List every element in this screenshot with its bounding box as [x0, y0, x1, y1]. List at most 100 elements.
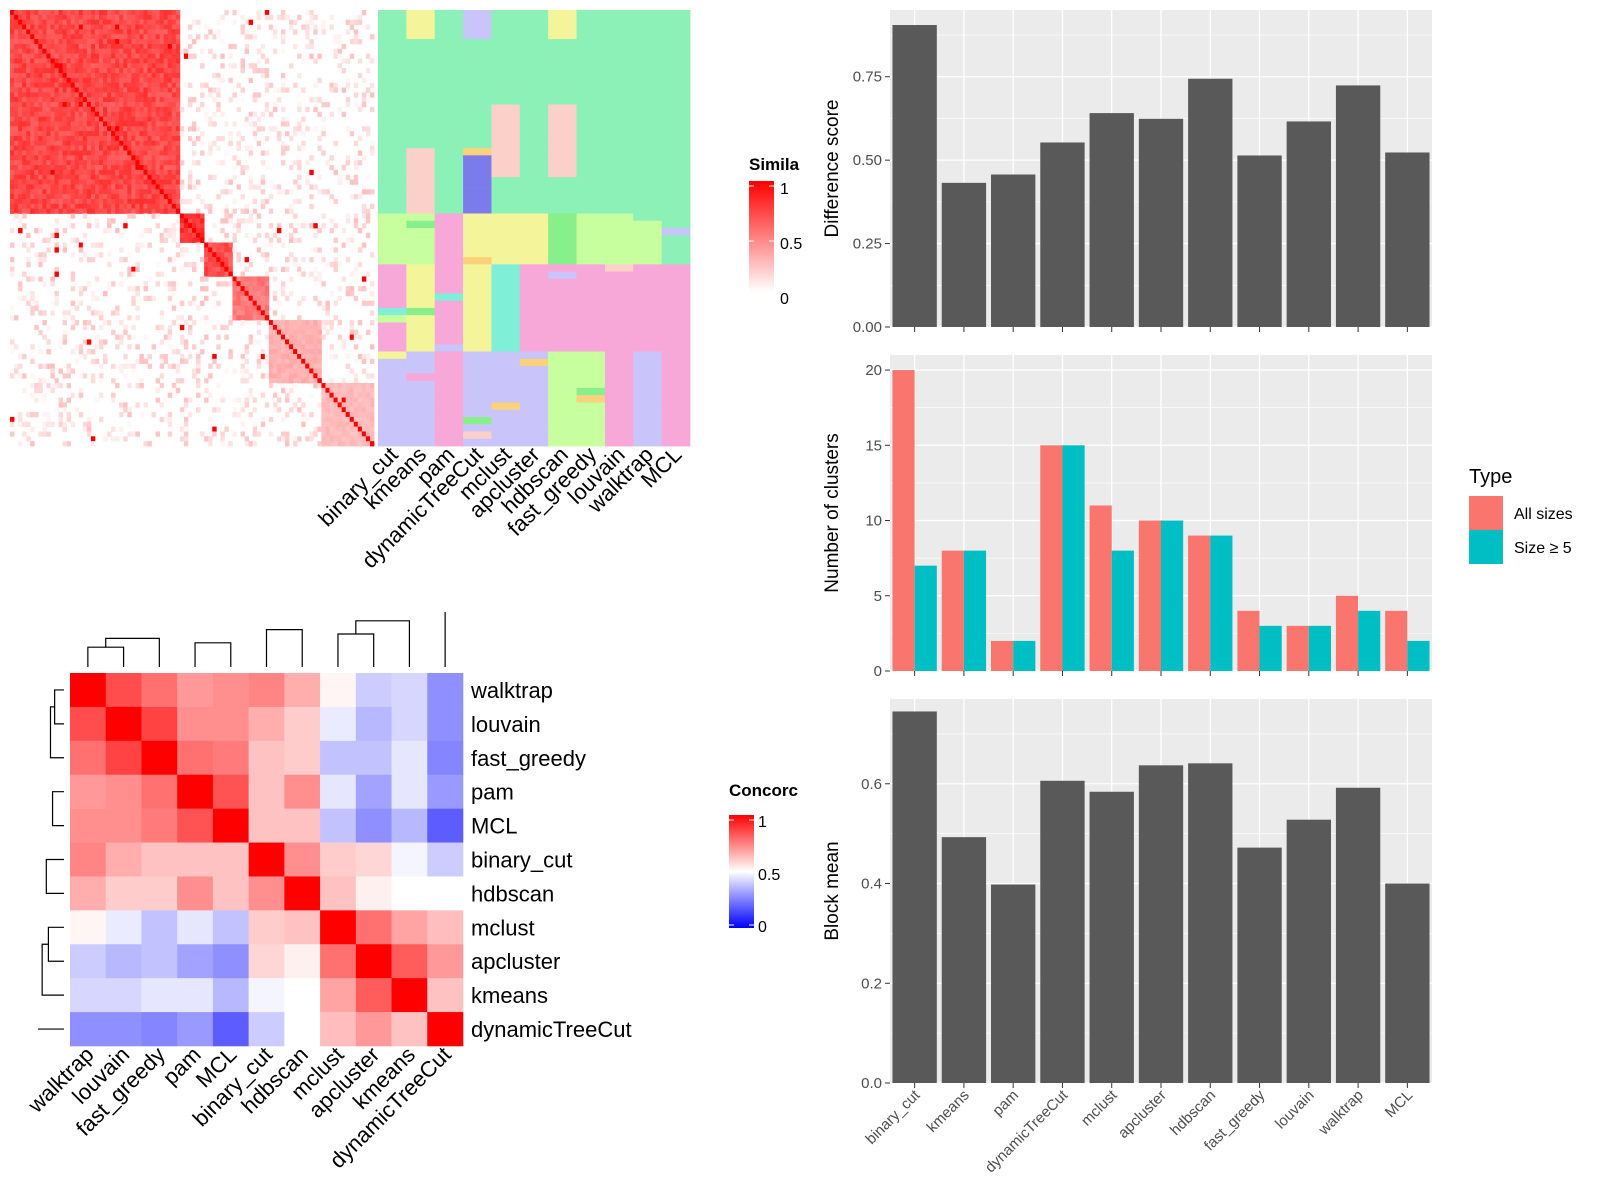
similarity-cell: [50, 48, 55, 54]
similarity-cell: [135, 150, 140, 156]
similarity-cell: [10, 111, 15, 117]
similarity-cell: [123, 353, 128, 360]
cluster-assignment-cell: [661, 380, 691, 389]
similarity-cell: [187, 102, 193, 108]
similarity-cell: [94, 242, 100, 248]
similarity-cell: [78, 34, 84, 40]
similarity-cell: [30, 19, 35, 25]
similarity-cell: [98, 310, 104, 316]
similarity-cell: [74, 160, 80, 166]
similarity-cell: [369, 431, 375, 437]
similarity-cell: [74, 77, 80, 84]
similarity-cell: [163, 237, 169, 243]
cluster-assignment-cell: [548, 235, 577, 243]
cluster-assignment-cell: [378, 82, 407, 91]
similarity-cell: [365, 300, 371, 306]
similarity-cell: [361, 431, 367, 437]
cluster-assignment-cell: [378, 257, 407, 265]
similarity-cell: [38, 252, 43, 258]
cluster-assignment-cell: [378, 278, 407, 287]
similarity-cell: [42, 310, 47, 316]
similarity-cell: [42, 174, 47, 180]
similarity-cell: [26, 29, 31, 35]
similarity-cell: [143, 68, 148, 74]
cluster-assignment-cell: [661, 409, 691, 418]
similarity-cell: [74, 92, 80, 98]
similarity-cell: [345, 218, 351, 224]
similarity-cell: [82, 373, 88, 379]
similarity-cell: [171, 126, 177, 132]
similarity-cell: [123, 184, 128, 190]
similarity-cell: [34, 135, 39, 142]
similarity-cell: [143, 145, 148, 151]
similarity-cell: [325, 261, 330, 268]
similarity-cell: [58, 58, 63, 64]
similarity-cell: [38, 179, 43, 185]
similarity-cell: [115, 184, 120, 190]
similarity-cell: [321, 407, 326, 413]
similarity-cell: [280, 353, 286, 360]
cluster-assignment-cell: [491, 257, 521, 265]
similarity-cell: [54, 135, 59, 142]
similarity-cell: [86, 14, 92, 21]
similarity-cell: [94, 310, 100, 316]
cluster-assignment-cell: [519, 271, 549, 280]
cluster-assignment-cell: [633, 140, 663, 149]
similarity-cell: [70, 82, 76, 88]
similarity-cell: [321, 29, 326, 35]
similarity-cell: [167, 150, 173, 156]
similarity-cell: [155, 19, 161, 25]
similarity-cell: [18, 97, 23, 103]
concordance-cell: [427, 876, 464, 911]
similarity-cell: [90, 290, 96, 297]
similarity-cell: [26, 121, 31, 127]
concordance-cell: [248, 740, 285, 776]
similarity-cell: [228, 257, 233, 263]
similarity-cell: [155, 72, 161, 79]
similarity-cell: [248, 286, 254, 292]
similarity-cell: [115, 310, 120, 316]
cluster-assignment-cell: [633, 257, 663, 265]
similarity-cell: [353, 19, 359, 25]
similarity-cell: [46, 92, 51, 98]
similarity-cell: [103, 145, 108, 151]
cluster-assignment-cell: [378, 148, 407, 156]
similarity-cell: [123, 329, 128, 335]
block-mean-bar: [941, 837, 987, 1083]
all-sizes-bar: [941, 550, 964, 671]
similarity-legend-tick: 0: [780, 291, 789, 308]
similarity-cell: [345, 402, 351, 408]
similarity-cell: [361, 208, 367, 214]
cluster-assignment-cell: [434, 104, 464, 113]
similarity-cell: [127, 34, 132, 40]
similarity-cell: [94, 106, 100, 113]
similarity-cell: [252, 441, 258, 447]
similarity-cell: [111, 106, 116, 113]
similarity-cell: [115, 102, 120, 108]
cluster-assignment-cell: [406, 97, 436, 105]
cluster-assignment-cell: [378, 10, 407, 18]
similarity-cell: [38, 383, 43, 389]
similarity-cell: [78, 194, 84, 200]
similarity-cell: [90, 373, 96, 379]
cluster-assignment-cell: [604, 162, 634, 171]
similarity-cell: [42, 92, 47, 98]
similarity-cell: [119, 121, 124, 127]
similarity-cell: [82, 320, 88, 326]
similarity-cell: [208, 48, 213, 54]
similarity-cell: [22, 179, 27, 185]
similarity-cell: [301, 87, 306, 93]
concordance-row-label: louvain: [471, 712, 541, 737]
cluster-assignment-cell: [519, 68, 549, 76]
similarity-cell: [196, 232, 201, 239]
similarity-cell: [341, 387, 347, 394]
similarity-cell: [289, 353, 294, 360]
similarity-cell: [34, 48, 39, 54]
similarity-cell: [58, 184, 63, 190]
similarity-cell: [175, 252, 181, 258]
similarity-cell: [240, 431, 245, 437]
similarity-cell: [26, 257, 31, 263]
cluster-assignment-cell: [576, 148, 606, 156]
similarity-cell: [30, 383, 35, 389]
